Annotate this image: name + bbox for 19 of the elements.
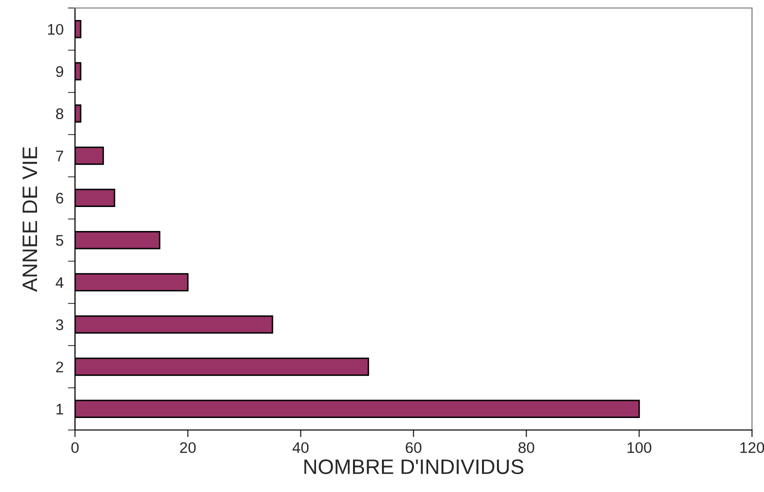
y-tick-label: 5 [56,235,64,246]
x-tick-label: 120 [740,442,764,454]
x-tick-label: 60 [406,442,422,454]
y-tick-label: 10 [48,24,64,35]
x-tick-label: 20 [180,442,196,454]
y-tick-label: 1 [56,404,64,414]
y-tick-label: 8 [56,108,64,120]
x-tick-label: 100 [628,442,652,454]
x-tick-label: 40 [292,442,309,454]
y-tick-label: 3 [56,319,64,330]
y-tick-label: 4 [56,277,64,288]
x-axis-title: NOMBRE D'INDIVIDUS [304,459,524,474]
y-axis-title: ANNEE DE VIE [22,146,38,292]
x-tick-label: 0 [71,442,79,454]
y-tick-label: 2 [56,362,64,372]
y-tick-label: 6 [56,192,64,204]
y-tick-label: 9 [56,66,64,77]
y-tick-label: 7 [56,150,64,162]
x-tick-label: 80 [518,442,534,454]
